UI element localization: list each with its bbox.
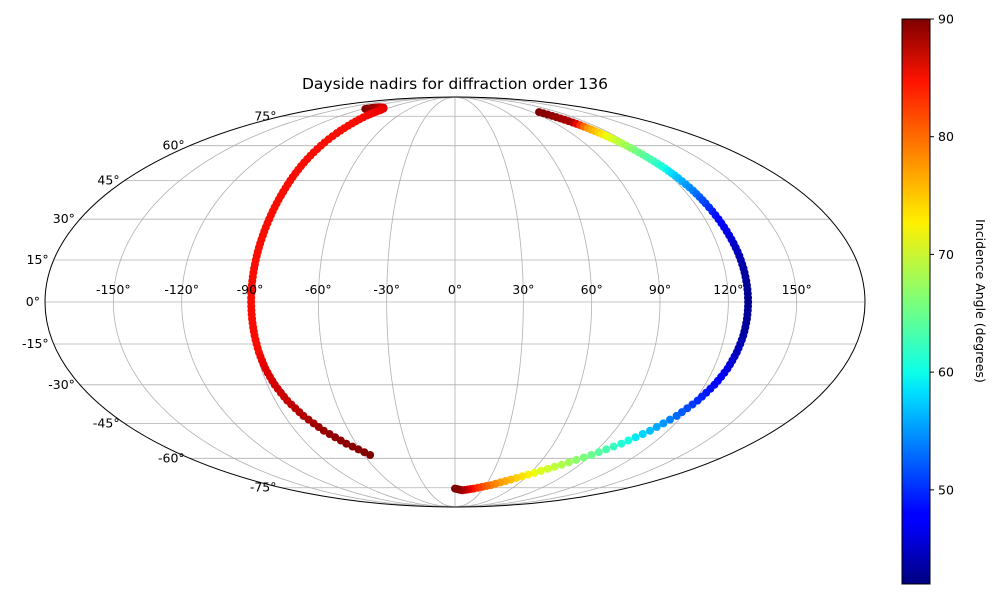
latitude-tick-label: 15° — [27, 252, 49, 267]
graticule — [45, 96, 865, 508]
data-point — [587, 451, 596, 460]
colorbar-gradient — [901, 18, 931, 585]
data-point — [652, 423, 661, 432]
data-point — [594, 448, 603, 457]
longitude-tick-label: -150° — [96, 282, 131, 297]
colorbar-tick-label: 80 — [938, 129, 954, 144]
longitude-tick-label: 0° — [448, 282, 462, 297]
colorbar-tick-label: 70 — [938, 247, 954, 262]
map-area: -150° -120° -90° -60° -30° 0° 30° 60° 90° 120° 150… — [22, 96, 866, 508]
data-point — [672, 411, 681, 420]
data-point — [646, 426, 655, 435]
colorbar-tick-label: 60 — [938, 365, 954, 380]
data-point — [366, 451, 375, 460]
data-point — [342, 439, 351, 448]
data-point — [617, 439, 626, 448]
longitude-tick-label: 60° — [581, 282, 603, 297]
latitude-tick-label: -75° — [250, 480, 277, 495]
longitude-tick-label: -120° — [164, 282, 199, 297]
data-point — [638, 430, 647, 438]
longitude-tick-label: -90° — [237, 282, 264, 297]
data-point — [530, 468, 539, 477]
colorbar-ticks: 50 60 70 80 90 — [930, 12, 954, 497]
data-point — [557, 460, 566, 469]
latitude-tick-labels: -75° -60° -45° -30° -15° 0° 15° 30° 45° 60° 75° — [22, 108, 276, 494]
data-points — [247, 103, 753, 495]
latitude-tick-label: 75° — [254, 108, 276, 123]
latitude-tick-label: -15° — [22, 336, 49, 351]
longitude-tick-label: -60° — [305, 282, 332, 297]
chart-title: Dayside nadirs for diffraction order 136 — [302, 75, 608, 93]
map-outline — [44, 96, 866, 508]
data-point — [665, 415, 674, 424]
colorbar-tick-label: 50 — [938, 482, 954, 497]
longitude-tick-label: 90° — [649, 282, 671, 297]
colorbar: 50 60 70 80 90 Incidence Angle (degrees) — [901, 12, 988, 585]
longitude-tick-label: 120° — [713, 282, 743, 297]
longitude-tick-label: -30° — [373, 282, 400, 297]
data-point — [572, 455, 581, 464]
latitude-tick-label: 0° — [26, 294, 40, 309]
latitude-tick-label: 60° — [163, 138, 185, 153]
data-point — [536, 466, 545, 475]
longitude-tick-label: 30° — [512, 282, 534, 297]
data-point — [451, 484, 459, 493]
data-point — [609, 442, 618, 451]
data-point — [348, 442, 357, 451]
longitude-tick-labels: -150° -120° -90° -60° -30° 0° 30° 60° 90° 120° 150… — [96, 282, 812, 297]
latitude-tick-label: -45° — [93, 415, 120, 430]
longitude-tick-label: 150° — [782, 282, 812, 297]
data-point — [579, 453, 588, 462]
data-point — [550, 462, 559, 471]
latitude-tick-label: -30° — [48, 377, 75, 392]
data-point — [564, 458, 573, 467]
data-point — [631, 433, 640, 442]
latitude-tick-label: -60° — [158, 450, 185, 465]
data-point — [602, 445, 611, 454]
data-point — [543, 464, 552, 473]
colorbar-label: Incidence Angle (degrees) — [973, 219, 988, 383]
latitude-tick-label: 45° — [97, 173, 119, 188]
colorbar-tick-label: 90 — [938, 12, 954, 27]
data-point — [659, 419, 668, 428]
data-point — [624, 436, 633, 445]
latitude-tick-label: 30° — [53, 211, 75, 226]
